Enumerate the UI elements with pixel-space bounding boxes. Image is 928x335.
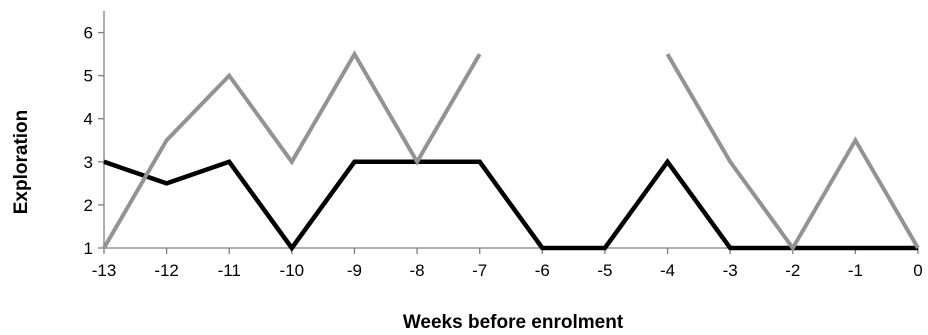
series-2-line — [665, 53, 920, 252]
y-tick-label: 1 — [84, 239, 93, 258]
x-tick-label: -9 — [347, 261, 362, 280]
x-tick-label: -11 — [218, 261, 241, 280]
series-2-line — [102, 50, 482, 250]
x-tick-label: -1 — [848, 261, 863, 280]
x-tick-label: -6 — [535, 261, 550, 280]
x-tick-label: -3 — [723, 261, 738, 280]
series-1-line — [103, 157, 918, 252]
x-tick-label: -13 — [92, 261, 117, 280]
y-tick-label: 6 — [84, 24, 93, 43]
y-tick-label: 4 — [84, 110, 93, 129]
chart-series — [102, 50, 920, 252]
y-tick-label: 5 — [84, 67, 93, 86]
x-tick-label: 0 — [913, 261, 922, 280]
x-tick-label: -8 — [410, 261, 425, 280]
y-tick-label: 3 — [84, 153, 93, 172]
y-axis-title: Exploration — [11, 110, 32, 215]
x-axis-title: Weeks before enrolment — [403, 312, 624, 333]
x-tick-label: -7 — [472, 261, 487, 280]
x-tick-label: -5 — [597, 261, 612, 280]
x-tick-label: -4 — [660, 261, 675, 280]
chart-axes — [98, 11, 919, 254]
x-tick-label: -2 — [785, 261, 800, 280]
x-tick-label: -10 — [280, 261, 305, 280]
x-tick-label: -12 — [154, 261, 179, 280]
y-tick-label: 2 — [84, 196, 93, 215]
